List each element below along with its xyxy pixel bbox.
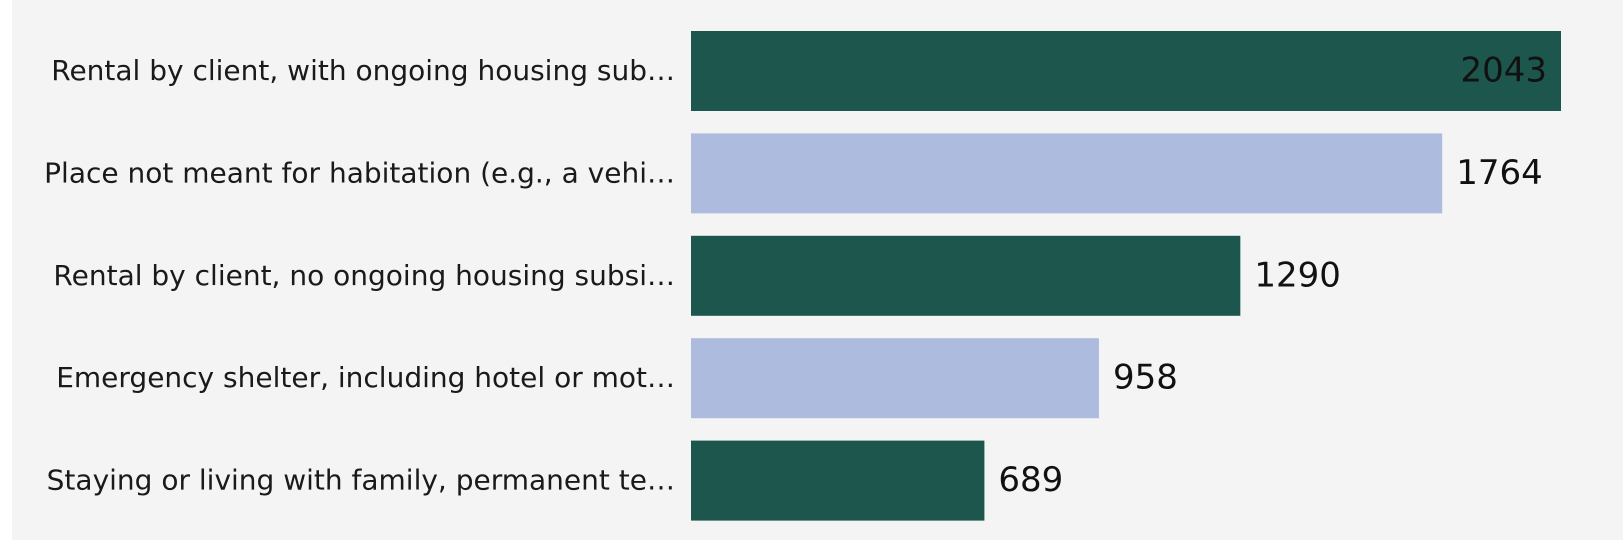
value-label: 1764 xyxy=(1456,153,1543,193)
bar xyxy=(691,31,1561,111)
value-label: 2043 xyxy=(1460,51,1547,91)
bar xyxy=(691,440,985,521)
category-label: Place not meant for habitation (e.g., a … xyxy=(44,156,675,189)
category-label: Emergency shelter, including hotel or mo… xyxy=(56,361,675,394)
category-label: Rental by client, with ongoing housing s… xyxy=(51,54,675,87)
bar xyxy=(691,338,1099,419)
bar xyxy=(691,133,1443,214)
value-label: 689 xyxy=(998,460,1063,500)
bar xyxy=(691,235,1241,316)
category-label: Rental by client, no ongoing housing sub… xyxy=(53,259,675,292)
category-label: Staying or living with family, permanent… xyxy=(47,464,675,497)
value-label: 958 xyxy=(1113,358,1178,398)
value-label: 1290 xyxy=(1254,255,1341,295)
